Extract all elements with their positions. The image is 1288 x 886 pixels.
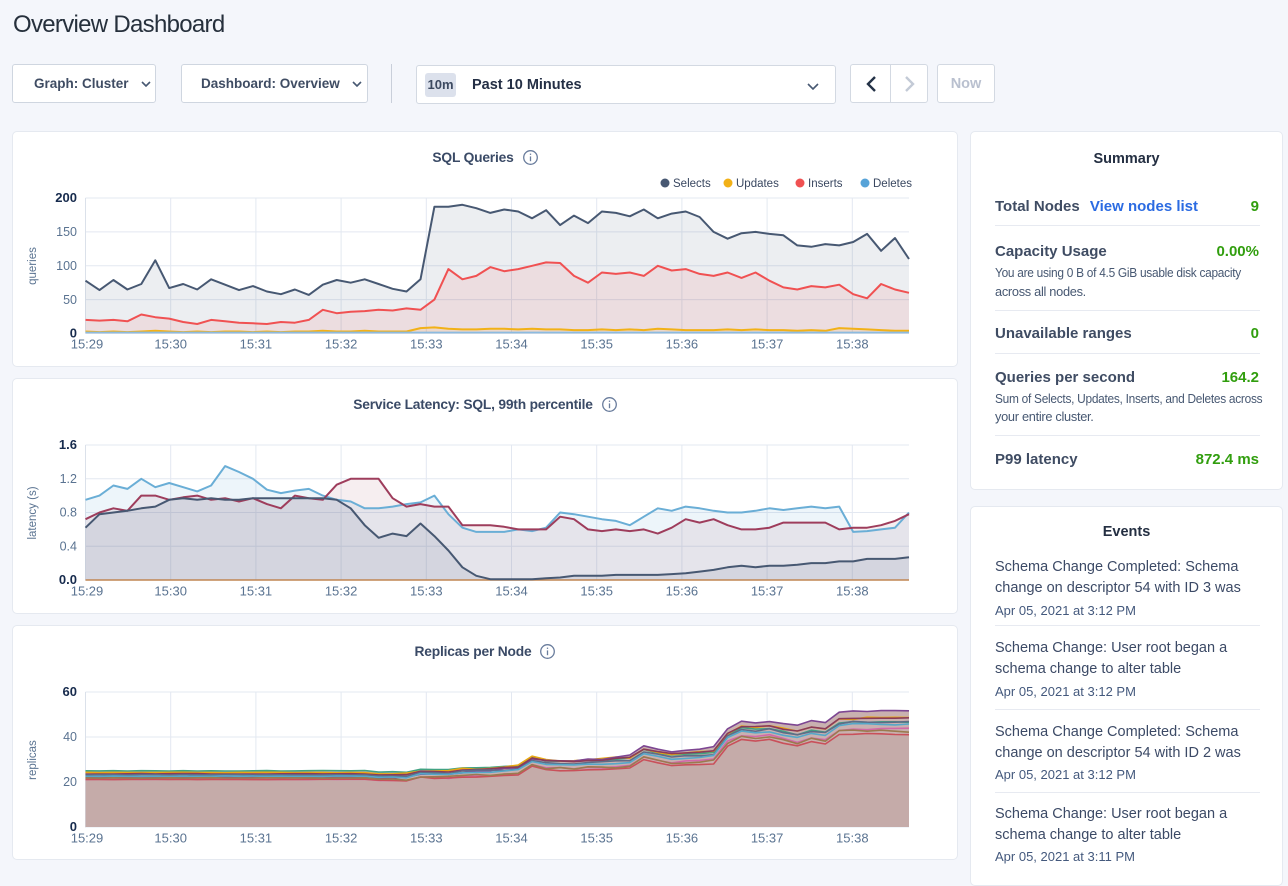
svg-text:1.6: 1.6: [59, 437, 77, 452]
svg-text:15:29: 15:29: [71, 831, 104, 846]
svg-text:Inserts: Inserts: [808, 178, 843, 190]
svg-text:15:33: 15:33: [410, 831, 443, 846]
svg-text:15:33: 15:33: [410, 584, 443, 599]
svg-text:50: 50: [63, 293, 77, 307]
svg-text:200: 200: [55, 190, 77, 205]
svg-text:Updates: Updates: [736, 178, 779, 190]
svg-text:15:34: 15:34: [495, 337, 528, 352]
svg-text:15:31: 15:31: [240, 584, 273, 599]
svg-text:1.2: 1.2: [60, 472, 77, 486]
svg-text:Deletes: Deletes: [873, 178, 912, 190]
svg-text:15:32: 15:32: [325, 831, 358, 846]
svg-text:0.8: 0.8: [60, 506, 77, 520]
svg-text:15:36: 15:36: [666, 584, 699, 599]
svg-text:15:31: 15:31: [240, 831, 273, 846]
svg-text:15:37: 15:37: [751, 831, 784, 846]
svg-text:15:34: 15:34: [495, 831, 528, 846]
svg-text:0.0: 0.0: [59, 572, 77, 587]
svg-text:15:30: 15:30: [154, 831, 187, 846]
svg-text:15:36: 15:36: [666, 337, 699, 352]
svg-text:15:29: 15:29: [71, 584, 104, 599]
svg-text:15:38: 15:38: [836, 584, 869, 599]
svg-text:15:35: 15:35: [580, 584, 613, 599]
svg-text:15:32: 15:32: [325, 584, 358, 599]
svg-text:15:31: 15:31: [240, 337, 273, 352]
svg-text:15:30: 15:30: [154, 337, 187, 352]
svg-text:150: 150: [56, 225, 77, 239]
svg-text:15:35: 15:35: [580, 337, 613, 352]
svg-text:Selects: Selects: [673, 178, 711, 190]
svg-text:60: 60: [63, 684, 77, 699]
svg-text:replicas: replicas: [27, 740, 39, 780]
svg-text:15:29: 15:29: [71, 337, 104, 352]
svg-text:15:36: 15:36: [666, 831, 699, 846]
svg-text:40: 40: [63, 730, 77, 744]
svg-text:15:32: 15:32: [325, 337, 358, 352]
svg-text:15:30: 15:30: [154, 584, 187, 599]
svg-text:15:35: 15:35: [580, 831, 613, 846]
svg-text:latency (s): latency (s): [27, 486, 39, 539]
svg-text:queries: queries: [27, 247, 39, 285]
svg-text:15:37: 15:37: [751, 337, 784, 352]
svg-text:15:37: 15:37: [751, 584, 784, 599]
svg-text:100: 100: [56, 259, 77, 273]
svg-text:15:38: 15:38: [836, 337, 869, 352]
svg-text:20: 20: [63, 775, 77, 789]
svg-text:15:38: 15:38: [836, 831, 869, 846]
svg-text:15:33: 15:33: [410, 337, 443, 352]
svg-text:0.4: 0.4: [60, 540, 77, 554]
svg-text:15:34: 15:34: [495, 584, 528, 599]
svg-text:0: 0: [70, 326, 77, 341]
svg-text:0: 0: [70, 819, 77, 834]
